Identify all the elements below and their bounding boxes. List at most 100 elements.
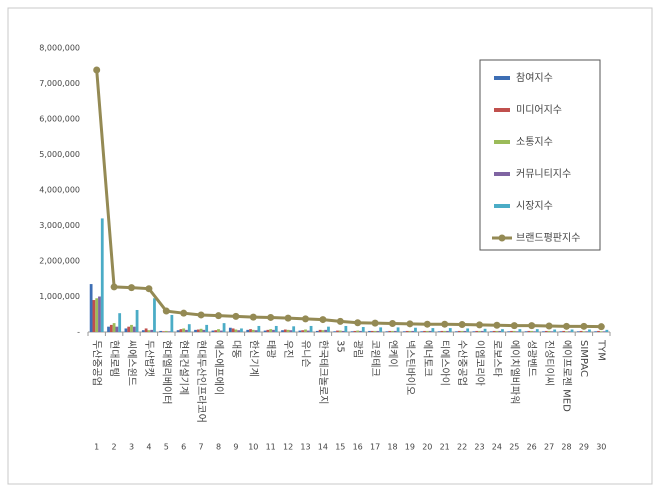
bar <box>576 331 580 332</box>
bar <box>498 330 502 332</box>
bar <box>475 330 479 332</box>
bar <box>530 330 534 332</box>
bar <box>321 330 325 332</box>
bar <box>246 329 250 332</box>
bar <box>373 330 377 332</box>
legend-label: 시장지수 <box>516 200 553 212</box>
line-marker <box>162 307 170 315</box>
line-marker <box>389 319 396 327</box>
bar <box>237 330 241 332</box>
bar <box>298 330 302 332</box>
bar <box>385 331 389 332</box>
bar <box>98 296 101 332</box>
rank-label: 8 <box>216 443 221 452</box>
bar <box>359 330 362 332</box>
bar <box>269 329 273 332</box>
legend-swatch <box>494 172 510 176</box>
rank-label: 11 <box>266 443 276 452</box>
bar <box>567 331 571 332</box>
bar <box>527 330 531 332</box>
line-marker <box>284 314 292 322</box>
bar <box>130 324 133 332</box>
bar <box>510 330 513 332</box>
bar <box>518 329 522 332</box>
bar <box>492 330 496 332</box>
x-tick-label: 씨에스윈드 <box>126 340 138 386</box>
bar <box>283 329 287 332</box>
bar <box>535 329 539 332</box>
rank-label: 26 <box>527 443 537 452</box>
line-marker <box>93 66 101 74</box>
bar <box>164 330 168 332</box>
bar <box>266 329 270 332</box>
bar <box>443 330 447 332</box>
bar <box>408 330 412 332</box>
bar <box>405 330 409 332</box>
x-tick-label: 진성티이씨 <box>543 340 555 386</box>
rank-label: 17 <box>370 443 380 452</box>
bar <box>565 331 568 332</box>
bar <box>338 330 342 332</box>
legend-swatch <box>494 76 510 80</box>
line-marker <box>441 320 449 328</box>
rank-label: 10 <box>248 443 258 452</box>
x-tick-label: 수산중공업 <box>456 340 469 386</box>
x-tick-label: 광림 <box>352 340 364 358</box>
x-tick-label: 이엠코리아 <box>474 340 486 386</box>
bar <box>182 328 186 332</box>
rank-label: 15 <box>335 443 345 452</box>
bar <box>391 330 394 332</box>
line-marker <box>180 309 188 317</box>
legend-swatch <box>494 108 510 112</box>
bar <box>553 329 557 332</box>
rank-label: 6 <box>181 443 186 452</box>
line-marker <box>371 319 379 327</box>
bar <box>579 330 583 332</box>
bar <box>147 330 151 332</box>
bar <box>448 328 452 332</box>
bar <box>457 330 461 332</box>
rank-label: 21 <box>440 443 450 452</box>
y-tick-label: 5,000,000 <box>39 150 80 159</box>
rank-label: 28 <box>561 443 571 452</box>
rank-label: 14 <box>318 443 328 452</box>
bar <box>455 331 458 332</box>
bar <box>176 330 180 332</box>
bar <box>217 329 220 332</box>
line-marker <box>493 321 501 329</box>
x-tick-label: 넥스틴바이오 <box>404 340 416 395</box>
line-marker <box>510 322 518 330</box>
x-tick-label: 두산밥캣 <box>143 340 155 377</box>
bar <box>324 329 328 332</box>
line-marker <box>406 320 414 328</box>
x-tick-label: 태광 <box>265 340 277 358</box>
bar <box>194 329 197 332</box>
bar <box>466 328 470 332</box>
bar <box>495 330 499 332</box>
rank-label: 29 <box>579 443 589 452</box>
bar <box>393 330 397 332</box>
bar <box>396 327 400 332</box>
bar <box>460 330 464 332</box>
rank-label: 22 <box>457 443 467 452</box>
x-tick-label: 에스에프에이 <box>213 340 225 395</box>
bar <box>263 330 267 332</box>
y-tick-label: - <box>77 328 80 337</box>
rank-label: 9 <box>233 443 238 452</box>
x-tick-label: 에이치엘비파워 <box>508 340 521 404</box>
bar <box>257 325 261 332</box>
bar <box>370 330 374 332</box>
rank-label: 18 <box>387 443 397 452</box>
x-tick-label: 에이프로젠 MED <box>561 340 573 412</box>
rank-label: 19 <box>405 443 415 452</box>
bar <box>547 330 551 332</box>
bar <box>187 324 191 332</box>
bar <box>162 331 165 332</box>
bar <box>478 330 481 332</box>
bar <box>420 331 424 332</box>
x-tick-label: SIMPAC <box>578 340 589 377</box>
bar <box>115 326 119 332</box>
bar <box>562 330 566 332</box>
y-tick-label: 3,000,000 <box>39 221 80 230</box>
x-tick-label: 현대두산인프라코어 <box>195 340 207 423</box>
